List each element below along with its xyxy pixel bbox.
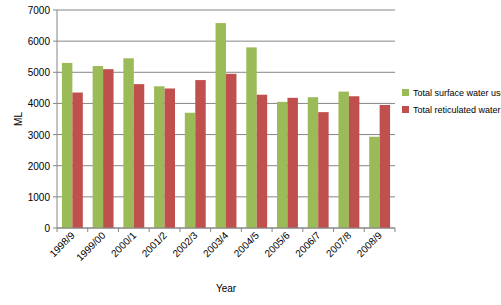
legend-label: Total surface water use [413, 88, 501, 98]
x-tick-label: 2000/1 [109, 229, 139, 259]
x-tick-label: 1999/00 [74, 229, 108, 263]
y-tick [53, 41, 57, 42]
x-tick [57, 228, 58, 232]
bar [154, 86, 164, 228]
bar [246, 47, 256, 228]
x-tick-label: 2003/4 [201, 229, 231, 259]
x-tick [210, 228, 211, 232]
bar [257, 95, 267, 228]
x-tick-label: 2002/3 [170, 229, 200, 259]
bar [165, 88, 175, 228]
y-tick-label: 1000 [28, 192, 51, 203]
x-tick-label: 2007/8 [324, 229, 354, 259]
y-tick-label: 4000 [28, 98, 51, 109]
bar [308, 97, 318, 228]
x-tick [179, 228, 180, 232]
x-axis [57, 228, 395, 229]
y-tick [53, 196, 57, 197]
x-tick [395, 228, 396, 232]
y-tick-label: 2000 [28, 161, 51, 172]
y-tick-label: 6000 [28, 36, 51, 47]
bar [123, 58, 133, 228]
y-tick-label: 3000 [28, 130, 51, 141]
bar [195, 80, 205, 228]
x-tick-label: 2006/7 [293, 229, 323, 259]
grid-line [57, 228, 395, 229]
y-tick [53, 228, 57, 229]
x-axis-label: Year [216, 283, 237, 294]
bar [185, 113, 195, 228]
y-tick [53, 134, 57, 135]
x-tick [364, 228, 365, 232]
x-tick-label: 2004/5 [232, 229, 262, 259]
y-tick [53, 10, 57, 11]
bar [93, 66, 103, 228]
x-tick [272, 228, 273, 232]
x-tick [333, 228, 334, 232]
x-tick [118, 228, 119, 232]
bar [226, 74, 236, 228]
y-tick [53, 72, 57, 73]
x-tick-label: 2008/9 [355, 229, 385, 259]
bar [349, 96, 359, 228]
bar [287, 98, 297, 228]
y-tick-label: 0 [44, 223, 50, 234]
legend-swatch [402, 106, 409, 113]
legend-label: Total reticulated water use [413, 105, 501, 115]
bar [380, 105, 390, 228]
x-tick [241, 228, 242, 232]
bar [318, 112, 328, 228]
bar [62, 63, 72, 228]
grid-line [57, 10, 395, 11]
x-tick-label: 2005/6 [262, 229, 292, 259]
x-tick-label: 1998/9 [47, 229, 77, 259]
bar [103, 69, 113, 228]
x-tick [302, 228, 303, 232]
bar [72, 93, 82, 228]
x-tick [149, 228, 150, 232]
bars [62, 23, 390, 228]
bar [277, 102, 287, 228]
chart-container: 0 1000 2000 3000 4000 5000 6000 7000 1998/91999/… [0, 0, 501, 305]
x-tick-label: 2001/2 [140, 229, 170, 259]
bar [134, 84, 144, 228]
x-tick [87, 228, 88, 232]
y-tick-label: 5000 [28, 67, 51, 78]
y-tick-label: 7000 [28, 5, 51, 16]
bar [216, 23, 226, 228]
y-axis-label: ML [13, 112, 24, 126]
bar [369, 137, 379, 228]
y-axis [57, 10, 58, 228]
legend-swatch [402, 89, 409, 96]
bar [338, 92, 348, 228]
y-tick [53, 165, 57, 166]
chart: 0 1000 2000 3000 4000 5000 6000 7000 1998/91999/… [0, 0, 501, 305]
y-tick [53, 103, 57, 104]
